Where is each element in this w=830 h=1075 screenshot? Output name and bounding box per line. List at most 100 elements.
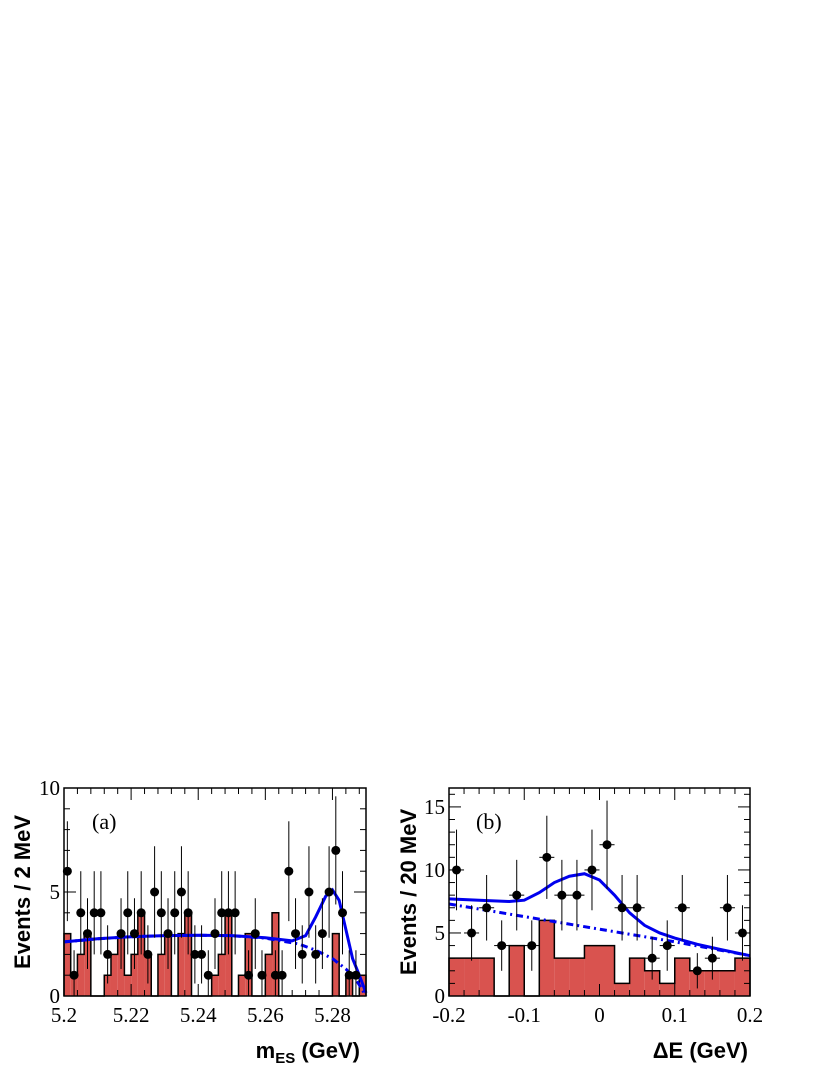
data-point (150, 887, 160, 897)
x-axis-title-unit: (GeV) (295, 1038, 360, 1063)
data-point (527, 941, 537, 951)
data-point (284, 866, 294, 876)
data-point (190, 949, 200, 959)
data-point (722, 903, 732, 913)
fit-total-curve (448, 872, 751, 958)
y-tick-label: 5 (50, 880, 61, 904)
histogram-bar (238, 975, 246, 996)
histogram-bar (584, 945, 600, 996)
histogram-bar (509, 945, 525, 996)
x-tick-label: -0.2 (432, 1003, 465, 1027)
data-point (183, 908, 193, 918)
data-point (692, 966, 702, 976)
histogram-bar (332, 933, 340, 996)
histogram-bar (614, 983, 630, 996)
histogram-bar (124, 975, 132, 996)
data-point (197, 949, 207, 959)
histogram-bar (734, 958, 750, 996)
histogram-bar (704, 970, 720, 996)
data-point (163, 929, 173, 939)
x-axis-title: mES (GeV) (256, 1038, 360, 1067)
x-tick-label: -0.1 (508, 1003, 541, 1027)
x-tick-label: 0.1 (662, 1003, 688, 1027)
data-point (291, 929, 301, 939)
fit-total-curve (63, 887, 368, 994)
data-point (572, 890, 582, 900)
histogram-bar (569, 958, 585, 996)
histogram-bar (265, 954, 273, 996)
data-point (96, 908, 106, 918)
data-point (304, 887, 314, 897)
data-point (324, 887, 334, 897)
y-tick-label: 5 (435, 921, 446, 945)
histogram-bar (157, 954, 165, 996)
histogram-bar (539, 920, 555, 996)
data-point (123, 908, 133, 918)
x-tick-label: 5.2 (51, 1003, 77, 1027)
data-point (297, 949, 307, 959)
data-point (587, 865, 597, 875)
y-tick-label: 0 (435, 984, 446, 1008)
data-point (632, 903, 642, 913)
x-tick-label: 5.24 (180, 1003, 217, 1027)
histogram-bar (629, 958, 645, 996)
data-point (311, 949, 321, 959)
x-tick-label: 0 (594, 1003, 605, 1027)
data-point (277, 970, 287, 980)
histogram-bar (674, 958, 690, 996)
data-point (203, 970, 213, 980)
data-point (89, 908, 99, 918)
histogram-bar (659, 983, 675, 996)
data-point (467, 928, 477, 938)
panel-label: (a) (92, 809, 116, 834)
y-tick-label: 10 (424, 858, 445, 882)
panel-a-mes: 5.2 5.22 5.24 5.26 5.28 0 5 10 (a) Events / 2 MeV… (10, 776, 368, 1067)
y-axis-title: Events / 2 MeV (10, 815, 35, 969)
histogram-bar (449, 958, 465, 996)
y-tick-label: 10 (39, 776, 60, 800)
data-point (707, 953, 717, 963)
histogram-bar (464, 958, 480, 996)
data-point (250, 929, 260, 939)
data-point (103, 949, 113, 959)
y-tick-label: 0 (50, 984, 61, 1008)
data-point (344, 970, 354, 980)
data-point (617, 903, 627, 913)
histogram-bar (104, 975, 111, 996)
y-tick-label: 15 (424, 795, 445, 819)
data-point (602, 840, 612, 850)
data-point (156, 908, 166, 918)
data-point (217, 908, 227, 918)
x-tick-label: 5.26 (247, 1003, 284, 1027)
data-point (331, 845, 341, 855)
data-point (82, 929, 92, 939)
panel-label: (b) (476, 809, 502, 834)
data-point (338, 908, 348, 918)
data-point (270, 970, 280, 980)
data-point (176, 887, 186, 897)
data-point (210, 929, 220, 939)
data-point (257, 970, 267, 980)
x-axis-title-main: m (256, 1038, 276, 1063)
data-point (557, 890, 567, 900)
data-point (136, 908, 146, 918)
x-axis-title-subscript: ES (275, 1050, 295, 1067)
data-point (677, 903, 687, 913)
data-point (129, 929, 139, 939)
histogram-bar (211, 975, 219, 996)
histogram-bar (110, 954, 118, 996)
data-point (482, 903, 492, 913)
data-point (170, 908, 180, 918)
histogram-bar (644, 970, 660, 996)
data-point (317, 929, 327, 939)
histogram-bar (131, 954, 138, 996)
fit-background-curve (63, 933, 368, 997)
histogram-bar (77, 954, 85, 996)
histogram-bar (719, 970, 735, 996)
data-point (662, 941, 672, 951)
histogram-bar (479, 958, 495, 996)
x-tick-label: 5.28 (314, 1003, 351, 1027)
data-point (76, 908, 86, 918)
histogram-bar (64, 933, 71, 996)
